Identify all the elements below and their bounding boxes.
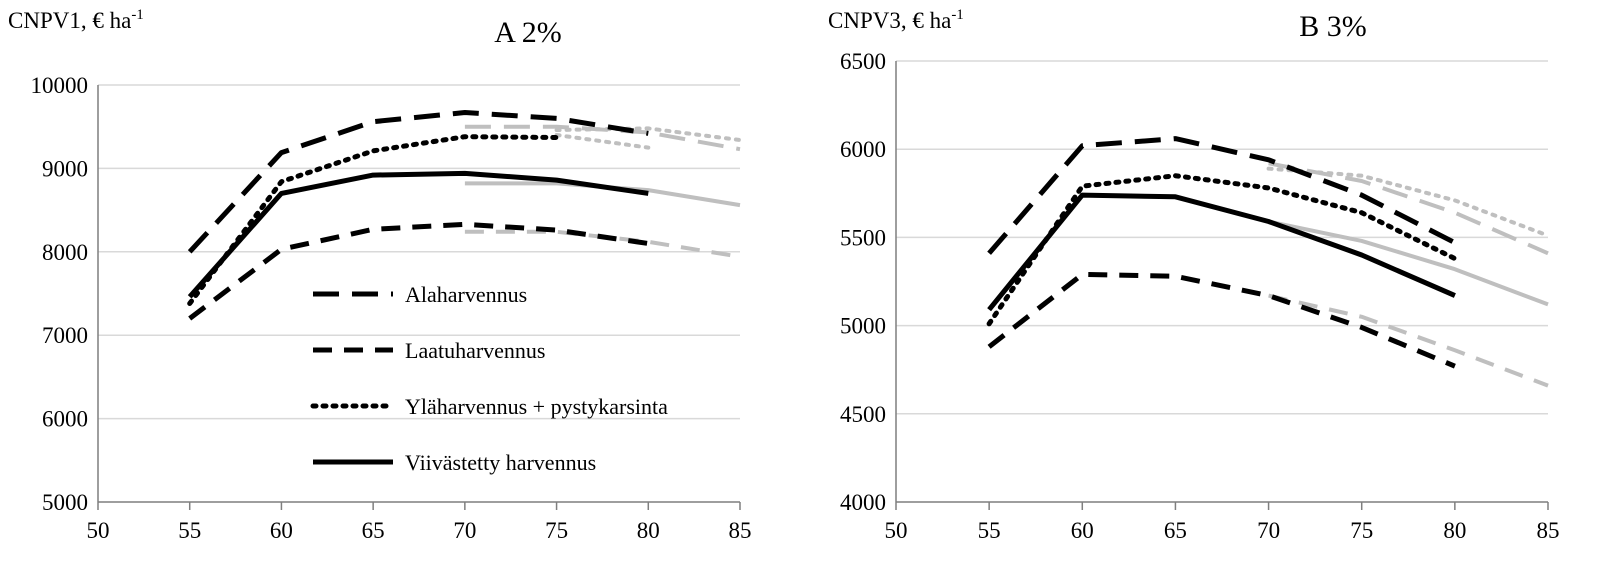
- panel-title: A 2%: [494, 16, 562, 49]
- series-line: [464, 124, 741, 152]
- y-axis-label-superscript: -1: [951, 7, 964, 23]
- y-axis-label-main: CNPV3, € ha: [828, 8, 951, 33]
- y-tick-label: 5500: [840, 225, 886, 250]
- x-tick-label: 60: [1071, 518, 1094, 543]
- panel-title: B 3%: [1299, 10, 1367, 43]
- x-tick-label: 80: [1443, 518, 1466, 543]
- series-line: [187, 134, 560, 306]
- y-tick-label: 6000: [42, 407, 88, 432]
- y-tick-label: 10000: [31, 73, 89, 98]
- series-line: [1266, 166, 1550, 238]
- y-axis-label: CNPV1, € ha-1: [8, 7, 144, 33]
- series-line: [986, 173, 1458, 327]
- series-line: [1268, 161, 1549, 256]
- x-tick-label: 70: [453, 518, 476, 543]
- series-line: [1268, 219, 1549, 307]
- y-tick-label: 6500: [840, 49, 886, 74]
- series-line: [554, 133, 651, 150]
- legend: Alaharvennus Laatuharvennus Yläharvennus +…: [310, 282, 668, 475]
- series-line: [1268, 293, 1549, 388]
- x-tick-label: 65: [362, 518, 385, 543]
- x-tick-label: 55: [978, 518, 1001, 543]
- series-line: [554, 126, 742, 142]
- x-tick-label: 50: [885, 518, 908, 543]
- y-tick-label: 8000: [42, 240, 88, 265]
- series-line: [188, 221, 649, 321]
- legend-label: Yläharvennus + pystykarsinta: [405, 394, 668, 419]
- x-tick-label: 55: [178, 518, 201, 543]
- series-line: [187, 170, 649, 299]
- panel-a: 5000 6000 7000 8000 9000 10000 50 55 60 65 70 75 80 8…: [8, 7, 752, 543]
- y-axis-label: CNPV3, € ha-1: [828, 7, 964, 33]
- series-line: [187, 110, 649, 254]
- y-tick-label: 4000: [840, 490, 886, 515]
- y-axis-label-superscript: -1: [131, 7, 144, 23]
- series-line: [987, 271, 1456, 369]
- y-tick-label: 6000: [840, 137, 886, 162]
- y-axis-label-main: CNPV1, € ha: [8, 8, 131, 33]
- x-tick-label: 85: [1537, 518, 1560, 543]
- y-tick-label: 5000: [42, 490, 88, 515]
- x-tick-label: 70: [1257, 518, 1280, 543]
- x-tick-label: 65: [1164, 518, 1187, 543]
- x-tick-label: 85: [729, 518, 752, 543]
- series-line: [987, 136, 1457, 255]
- y-tick-label: 7000: [42, 323, 88, 348]
- panel-b: 4000 4500 5000 5500 6000 6500 50 55 60 65 70 75 80 85…: [828, 7, 1560, 543]
- y-tick-label: 9000: [42, 156, 88, 181]
- series-line: [987, 192, 1456, 312]
- legend-label: Laatuharvennus: [405, 338, 546, 363]
- x-tick-label: 75: [545, 518, 568, 543]
- legend-label: Viivästetty harvennus: [405, 450, 596, 475]
- x-tick-label: 60: [270, 518, 293, 543]
- x-tick-label: 50: [87, 518, 110, 543]
- y-tick-label: 4500: [840, 402, 886, 427]
- x-tick-label: 75: [1350, 518, 1373, 543]
- y-tick-label: 5000: [840, 314, 886, 339]
- legend-label: Alaharvennus: [405, 282, 527, 307]
- x-tick-label: 80: [637, 518, 660, 543]
